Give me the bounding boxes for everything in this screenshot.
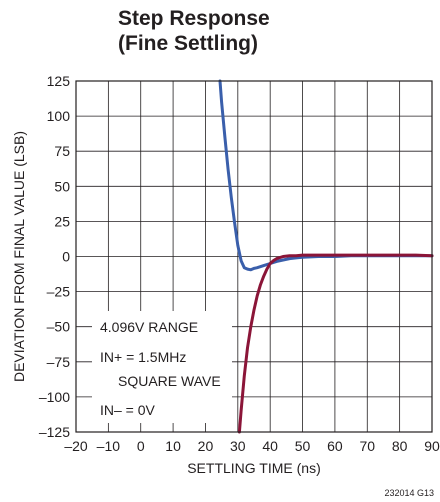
y-tick-label: 25 xyxy=(54,213,70,229)
y-tick-label: –25 xyxy=(47,284,71,300)
chart-title: Step Response xyxy=(118,7,270,30)
y-tick-label: –75 xyxy=(47,354,71,370)
y-tick-label: –125 xyxy=(39,424,70,440)
annotation-line: SQUARE WAVE xyxy=(118,373,221,389)
x-tick-label: 90 xyxy=(424,438,440,454)
annotation-line: 4.096V RANGE xyxy=(100,319,198,335)
annotation-background xyxy=(92,311,232,423)
x-tick-label: 10 xyxy=(165,438,181,454)
annotation-line: IN+ = 1.5MHz xyxy=(100,349,186,365)
x-tick-label: 60 xyxy=(327,438,343,454)
series-line-1 xyxy=(218,79,434,272)
y-tick-label: 0 xyxy=(62,249,70,265)
y-tick-labels: 125 100 75 50 25 0 –25 –50 –75 –100 –125 xyxy=(39,73,70,440)
x-tick-label: –20 xyxy=(64,438,88,454)
x-tick-labels: –20 –10 0 10 20 30 40 50 60 70 80 90 xyxy=(64,438,440,454)
x-axis-label: SETTLING TIME (ns) xyxy=(187,460,321,476)
x-tick-label: 80 xyxy=(392,438,408,454)
x-tick-label: 0 xyxy=(137,438,145,454)
x-tick-label: 70 xyxy=(359,438,375,454)
y-tick-label: 100 xyxy=(47,108,71,124)
y-tick-label: 125 xyxy=(47,73,71,89)
series-line-2 xyxy=(237,253,434,434)
y-tick-label: 75 xyxy=(54,143,70,159)
figure-id: 232014 G13 xyxy=(384,488,434,498)
y-tick-label: –100 xyxy=(39,389,70,405)
x-tick-label: 30 xyxy=(230,438,246,454)
chart-title-block: Step Response (Fine Settling) xyxy=(118,6,270,56)
series-group xyxy=(218,79,434,434)
y-axis-label: DEVIATION FROM FINAL VALUE (LSB) xyxy=(11,131,27,382)
plot-frame xyxy=(75,80,433,433)
y-tick-label: 50 xyxy=(54,178,70,194)
x-tick-label: –10 xyxy=(97,438,121,454)
annotations: 4.096V RANGE IN+ = 1.5MHz SQUARE WAVE IN– =… xyxy=(92,311,232,423)
x-tick-label: 20 xyxy=(198,438,214,454)
x-tick-label: 50 xyxy=(295,438,311,454)
y-tick-label: –50 xyxy=(47,319,71,335)
chart-subtitle: (Fine Settling) xyxy=(118,32,258,55)
x-tick-label: 40 xyxy=(262,438,278,454)
annotation-line: IN– = 0V xyxy=(100,402,156,418)
